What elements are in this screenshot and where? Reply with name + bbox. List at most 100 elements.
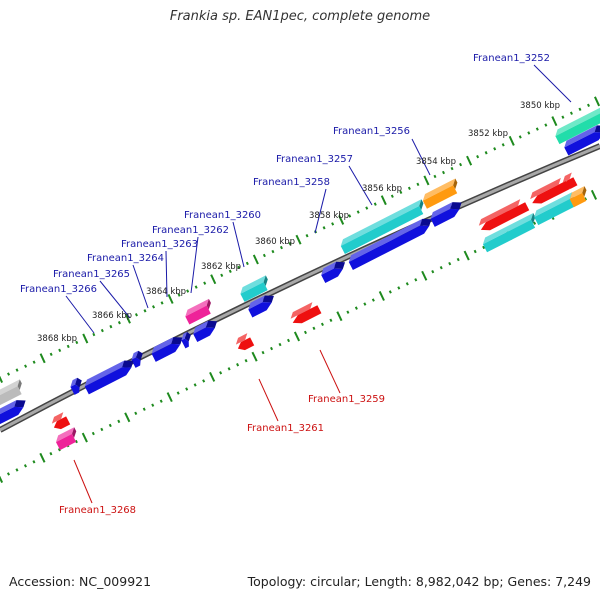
gene-feature bbox=[181, 331, 191, 349]
gene-label-top: Franean1_3257 bbox=[276, 154, 353, 165]
upper-tick bbox=[569, 111, 573, 115]
lower-tick bbox=[49, 452, 53, 456]
scale-label: 3858 kbp bbox=[309, 211, 349, 221]
upper-tick bbox=[39, 353, 46, 364]
lower-tick bbox=[202, 379, 206, 383]
gene-feature bbox=[0, 400, 26, 425]
lower-tick bbox=[251, 351, 258, 362]
upper-tick bbox=[66, 344, 70, 349]
upper-tick bbox=[203, 281, 207, 285]
upper-tick bbox=[348, 214, 352, 218]
gene-feature bbox=[151, 337, 183, 362]
gene-label-bottom: Franean1_3261 bbox=[247, 423, 324, 434]
upper-tick bbox=[15, 368, 19, 372]
lower-tick bbox=[91, 431, 95, 436]
lower-tick bbox=[100, 427, 104, 432]
upper-tick bbox=[32, 360, 36, 364]
lower-tick bbox=[473, 249, 477, 254]
upper-tick bbox=[177, 293, 181, 297]
upper-tick bbox=[493, 147, 497, 151]
lower-tick bbox=[117, 419, 121, 424]
lower-tick bbox=[405, 282, 409, 286]
gene-feature bbox=[55, 427, 77, 451]
upper-tick bbox=[92, 332, 96, 337]
lower-tick bbox=[463, 250, 470, 261]
upper-tick bbox=[380, 195, 387, 206]
upper-tick bbox=[527, 131, 531, 135]
lower-tick bbox=[227, 367, 231, 371]
upper-tick bbox=[305, 234, 309, 238]
lower-tick bbox=[371, 298, 375, 302]
upper-tick bbox=[373, 202, 377, 206]
lower-tick bbox=[583, 197, 587, 201]
lower-tick bbox=[57, 447, 61, 452]
lower-tick bbox=[303, 330, 307, 335]
upper-tick bbox=[416, 182, 420, 187]
upper-tick bbox=[399, 190, 403, 194]
scale-label: 3850 kbp bbox=[520, 101, 560, 111]
upper-tick bbox=[194, 285, 198, 289]
lower-tick bbox=[363, 302, 367, 306]
gene-feature bbox=[340, 199, 424, 254]
gene-label-top: Franean1_3260 bbox=[184, 210, 261, 221]
upper-tick bbox=[237, 265, 241, 270]
upper-tick bbox=[49, 352, 53, 356]
lower-tick bbox=[320, 322, 324, 326]
gene-feature bbox=[185, 298, 211, 325]
upper-tick bbox=[143, 309, 147, 313]
gene-feature bbox=[422, 178, 458, 209]
lower-tick bbox=[448, 261, 452, 266]
upper-tick bbox=[58, 348, 62, 353]
upper-tick bbox=[167, 294, 174, 304]
gene-feature bbox=[290, 302, 322, 324]
gene-label-top: Franean1_3256 bbox=[333, 126, 410, 137]
gene-feature bbox=[569, 186, 587, 208]
gene-label-top: Franean1_3263 bbox=[121, 239, 198, 250]
leader-line bbox=[132, 264, 149, 309]
gene-feature bbox=[555, 104, 600, 145]
gene-label-bottom: Franean1_3268 bbox=[59, 505, 136, 516]
lower-tick bbox=[219, 371, 223, 375]
lower-tick bbox=[142, 407, 146, 411]
upper-tick bbox=[578, 107, 582, 111]
lower-tick bbox=[397, 286, 401, 290]
lower-tick bbox=[439, 265, 443, 270]
gene-feature bbox=[348, 218, 432, 270]
scale-label: 3856 kbp bbox=[362, 184, 402, 194]
scale-label: 3866 kbp bbox=[92, 311, 132, 321]
lower-tick bbox=[166, 392, 173, 403]
lower-tick bbox=[134, 411, 138, 415]
gene-label-top: Franean1_3266 bbox=[20, 284, 97, 295]
upper-tick bbox=[24, 364, 28, 368]
upper-tick bbox=[338, 214, 345, 225]
upper-tick bbox=[450, 166, 454, 171]
scale-label: 3852 kbp bbox=[468, 129, 508, 139]
upper-tick bbox=[356, 210, 360, 214]
label-leaders bbox=[65, 64, 572, 504]
upper-tick bbox=[535, 127, 539, 131]
upper-tick bbox=[109, 324, 113, 329]
upper-tick bbox=[459, 162, 463, 167]
lower-tick bbox=[23, 464, 27, 468]
lower-tick bbox=[185, 387, 189, 391]
gene-feature bbox=[430, 202, 462, 227]
lower-tick bbox=[456, 257, 460, 262]
gene-feature bbox=[51, 412, 71, 430]
leader-line bbox=[258, 378, 279, 422]
scale-label: 3860 kbp bbox=[255, 237, 295, 247]
upper-tick bbox=[551, 116, 558, 127]
upper-tick bbox=[544, 123, 548, 127]
leader-line bbox=[314, 188, 327, 234]
gene-label-top: Franean1_3258 bbox=[253, 177, 330, 188]
gene-feature bbox=[70, 377, 82, 395]
upper-tick bbox=[295, 234, 302, 245]
lower-tick bbox=[336, 311, 343, 322]
gene-feature bbox=[562, 172, 578, 189]
leader-line bbox=[73, 459, 93, 504]
upper-tick bbox=[220, 273, 224, 277]
upper-tick bbox=[75, 340, 79, 345]
gene-feature bbox=[240, 275, 268, 302]
lower-tick bbox=[159, 399, 163, 403]
leader-line bbox=[411, 138, 431, 176]
gene-feature bbox=[478, 199, 530, 231]
